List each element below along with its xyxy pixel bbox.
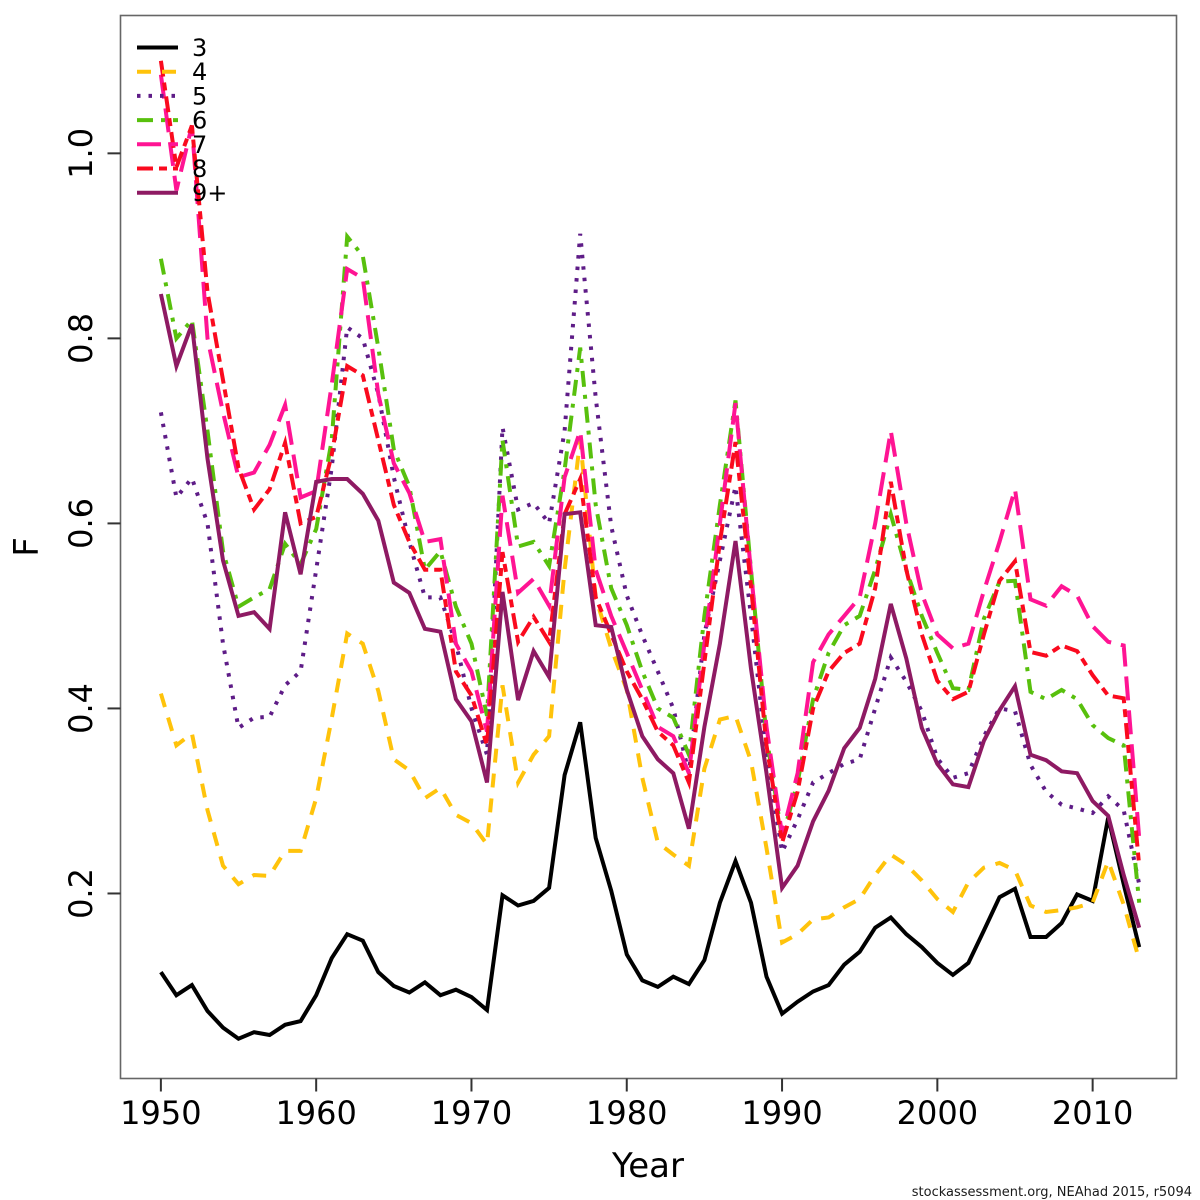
- x-tick-label-1990: 1990: [741, 1094, 822, 1132]
- y-tick-label-0.8: 0.8: [62, 313, 100, 364]
- x-axis-ticks: 1950 1960 1970 1980 1990 2000 2010: [120, 1078, 1133, 1132]
- legend-item-age-9+: 9+: [137, 179, 227, 207]
- legend-label-age-9+: 9+: [192, 179, 227, 207]
- y-axis-ticks: 0.2 0.4 0.6 0.8 1.0: [62, 128, 121, 919]
- legend-label-age-6: 6: [192, 107, 207, 135]
- series-line-age-8: [158, 60, 1142, 866]
- legend-item-age-3: 3: [137, 34, 207, 62]
- legend-item-age-4: 4: [137, 58, 207, 86]
- legend-item-age-6: 6: [137, 107, 207, 135]
- series-line-age-9+: [158, 293, 1142, 929]
- legend-label-age-7: 7: [192, 131, 207, 159]
- x-tick-label-1950: 1950: [120, 1094, 201, 1132]
- footer-credit: stockassessment.org, NEAhad 2015, r5094: [912, 1185, 1192, 1200]
- legend-label-age-4: 4: [192, 58, 207, 86]
- series-group: [158, 60, 1142, 1041]
- legend-label-age-5: 5: [192, 82, 207, 110]
- series-line-age-5: [158, 233, 1142, 885]
- x-tick-label-2010: 2010: [1052, 1094, 1133, 1132]
- legend-item-age-7: 7: [137, 131, 207, 159]
- series-line-age-7: [158, 74, 1142, 839]
- x-tick-label-1970: 1970: [431, 1094, 512, 1132]
- legend-label-age-8: 8: [192, 155, 207, 183]
- plot-border: [119, 14, 1178, 1080]
- x-tick-label-1960: 1960: [275, 1094, 356, 1132]
- x-axis-title: Year: [611, 1146, 684, 1186]
- legend-item-age-5: 5: [137, 82, 207, 110]
- y-tick-label-1.0: 1.0: [62, 128, 100, 179]
- series-line-age-4: [158, 439, 1142, 961]
- series-line-age-3: [159, 721, 1142, 1041]
- x-tick-label-2000: 2000: [897, 1094, 978, 1132]
- y-axis-title: F: [7, 537, 47, 557]
- y-tick-label-0.6: 0.6: [62, 498, 100, 549]
- legend-label-age-3: 3: [192, 34, 207, 62]
- x-tick-label-1980: 1980: [586, 1094, 667, 1132]
- y-tick-label-0.4: 0.4: [62, 683, 100, 734]
- y-tick-label-0.2: 0.2: [62, 868, 100, 919]
- legend-item-age-8: 8: [137, 155, 207, 183]
